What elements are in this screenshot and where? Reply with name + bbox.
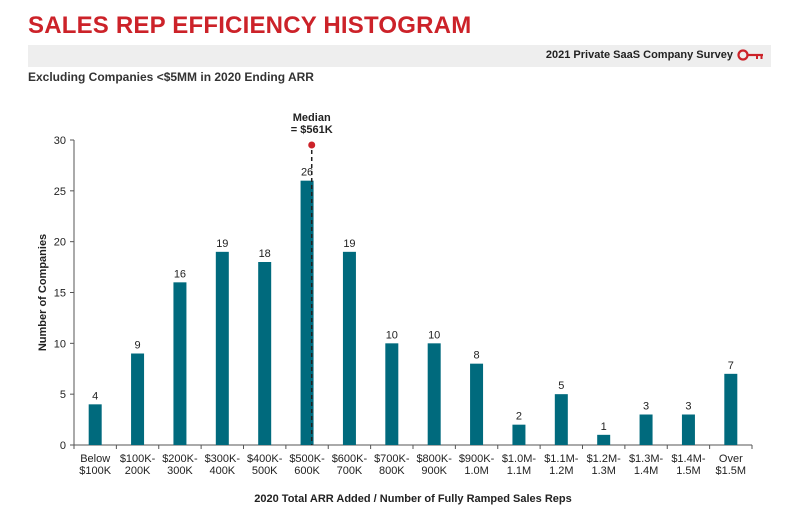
x-tick-label: $1.0M-1.1M	[502, 453, 537, 477]
key-icon	[737, 48, 765, 67]
y-tick-label: 5	[60, 389, 66, 401]
y-axis: 0 5 10 15 20 25 30	[54, 135, 75, 452]
x-tick-label: $400K-500K	[247, 453, 283, 477]
bar	[427, 343, 441, 445]
x-tick-label: $800K-900K	[416, 453, 452, 477]
chart-subtitle: Excluding Companies <$5MM in 2020 Ending…	[28, 70, 314, 84]
median-value-label: = $561K	[291, 124, 333, 136]
page-title: SALES REP EFFICIENCY HISTOGRAM	[28, 12, 472, 39]
median-marker: Median= $561K	[291, 112, 333, 445]
x-tick-label: $700K-800K	[374, 453, 410, 477]
median-pin	[308, 141, 316, 149]
bar-value-label: 3	[643, 401, 649, 413]
bar-value-label: 19	[343, 238, 355, 250]
bar	[342, 251, 356, 445]
y-tick-label: 25	[54, 186, 66, 198]
y-tick-label: 10	[54, 338, 66, 350]
bar	[639, 414, 653, 445]
bar-value-label: 19	[216, 238, 228, 250]
bar	[131, 353, 145, 445]
survey-label: 2021 Private SaaS Company Survey	[545, 49, 733, 61]
x-tick-label: Below $100K	[79, 453, 111, 477]
bar	[173, 282, 187, 445]
x-axis: Below $100K $100K-200K$200K-300K $300K-400K…	[73, 444, 753, 477]
median-label: Median	[293, 112, 331, 124]
x-tick-label: $600K-700K	[332, 453, 368, 477]
x-tick-label: $1.4M-1.5M	[671, 453, 706, 477]
bar	[88, 404, 102, 445]
bar	[597, 434, 611, 445]
x-tick-label: $100K-200K	[120, 453, 156, 477]
bar	[512, 424, 526, 445]
bar-value-label: 10	[386, 329, 398, 341]
bar-value-label: 3	[685, 401, 691, 413]
x-axis-title: 2020 Total ARR Added / Number of Fully R…	[254, 493, 571, 505]
bar	[215, 251, 229, 445]
survey-banner: 2021 Private SaaS Company Survey	[28, 45, 771, 67]
bar	[258, 262, 272, 445]
bar-value-label: 5	[558, 380, 564, 392]
x-tick-label: $300K-400K	[205, 453, 241, 477]
x-tick-label: $500K-600K	[289, 453, 325, 477]
bar-value-label: 4	[92, 390, 98, 402]
bar-value-label: 2	[516, 411, 522, 423]
y-tick-label: 0	[60, 440, 66, 452]
bar	[681, 414, 695, 445]
bar-value-label: 18	[259, 248, 271, 260]
x-tick-label: $900K-1.0M	[459, 453, 495, 477]
bar	[724, 373, 738, 445]
y-tick-label: 30	[54, 135, 66, 147]
bar	[385, 343, 399, 445]
bar	[470, 363, 484, 445]
bars: 4 9 16 19 18 26 19 10 10 8 2 5 1 3 3 7	[88, 167, 738, 445]
bar-value-label: 9	[135, 340, 141, 352]
bar-value-label: 10	[428, 329, 440, 341]
bar-value-label: 1	[601, 421, 607, 433]
bar	[300, 180, 314, 445]
y-tick-label: 20	[54, 237, 66, 249]
bar	[554, 394, 568, 445]
bar-value-label: 16	[174, 268, 186, 280]
y-axis-title: Number of Companies	[37, 234, 49, 351]
bar-value-label: 8	[474, 350, 480, 362]
x-tick-label: $200K-300K	[162, 453, 198, 477]
x-tick-label: $1.1M-1.2M	[544, 453, 579, 477]
x-tick-label: Over $1.5M	[716, 453, 747, 477]
y-tick-label: 15	[54, 288, 66, 300]
x-tick-label: $1.3M-1.4M	[629, 453, 664, 477]
bar-value-label: 7	[728, 360, 734, 372]
bar-value-label: 26	[301, 167, 313, 179]
x-tick-label: $1.2M-1.3M	[587, 453, 622, 477]
